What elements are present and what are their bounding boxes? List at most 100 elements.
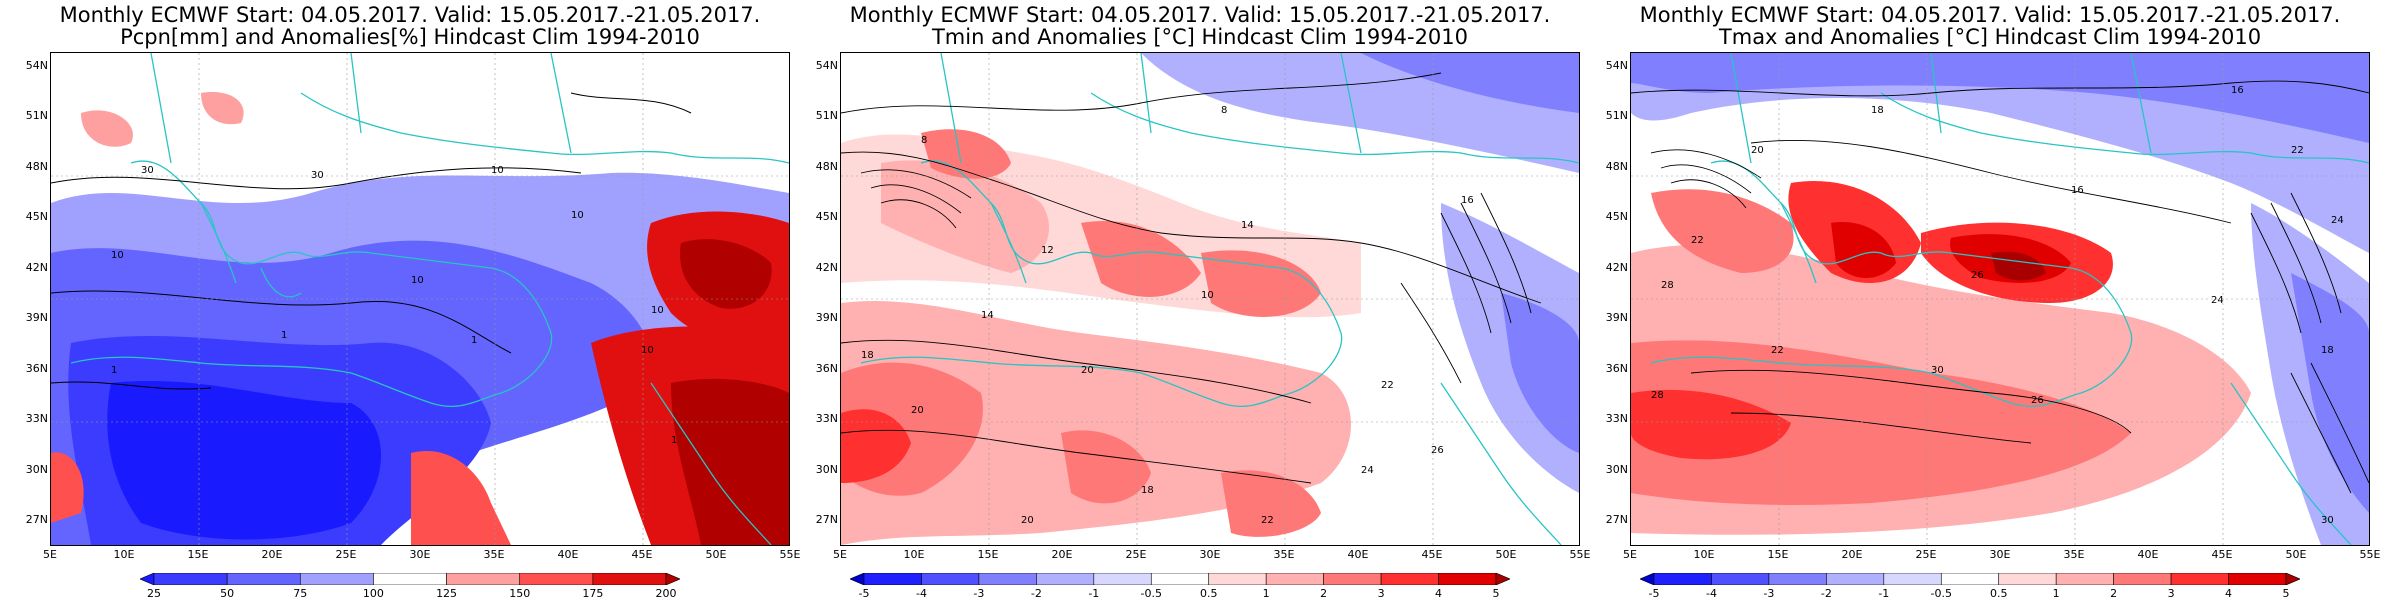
precip-contour-label: 10: [651, 305, 664, 316]
precip-contour-label: 30: [141, 165, 154, 176]
colorbar-segment: [1438, 573, 1497, 585]
tmin-contour-label: 20: [911, 405, 924, 416]
colorbar-label: 3: [2167, 587, 2175, 600]
tmax-contour-label: 30: [1931, 365, 1944, 376]
lon-tick-label: 45E: [631, 548, 653, 561]
colorbar-label: 150: [509, 587, 531, 600]
colorbar-segment: [140, 573, 155, 585]
colorbar-segment: [1208, 573, 1267, 585]
lon-tick-label: 30E: [409, 548, 431, 561]
lon-tick-label: 30E: [1989, 548, 2011, 561]
colorbar-segment: [1940, 573, 2000, 585]
lat-tick-label: 36N: [25, 361, 48, 375]
colorbar-segment: [1380, 573, 1439, 585]
colorbar-segment: [153, 573, 228, 585]
lat-tick-label: 27N: [815, 513, 838, 526]
tmax-contour-label: 18: [2321, 345, 2334, 356]
colorbar-segment: [2113, 573, 2172, 585]
colorbar-segment: [2285, 573, 2300, 585]
colorbar-label: -2: [1820, 587, 1832, 600]
lon-tick-label: 25E: [1125, 548, 1147, 561]
tmin-contour-label: 10: [1201, 290, 1214, 301]
colorbar-segment: [1768, 573, 1827, 585]
tmin-contour-label: 18: [861, 350, 874, 361]
colorbar-label: -1: [1878, 587, 1890, 600]
lon-tick-label: 55E: [2359, 548, 2381, 561]
lon-tick-label: 5E: [1623, 548, 1637, 561]
colorbar-segment: [1826, 573, 1885, 585]
colorbar-label: -5: [858, 587, 870, 600]
lat-tick-label: 54N: [1605, 59, 1628, 72]
colorbar-label: 2: [1320, 587, 1328, 600]
precip-contour-label: 1: [471, 335, 477, 346]
lon-tick-label: 10E: [113, 548, 135, 561]
tmax-contour-label: 24: [2211, 295, 2224, 306]
colorbar-label: 5: [2282, 587, 2290, 600]
lat-tick-label: 39N: [25, 311, 48, 325]
tmax-contour-label: 28: [1651, 390, 1664, 401]
colorbar-label: 4: [2225, 587, 2233, 600]
tmin-panel: Monthly ECMWF Start: 04.05.2017. Valid: …: [810, 0, 1591, 600]
precip-contour-label: 1: [111, 365, 117, 376]
colorbar-segment: [446, 573, 521, 585]
colorbar-segment: [850, 573, 865, 585]
lat-tick-label: 45N: [25, 210, 48, 224]
lon-tick-label: 35E: [1273, 548, 1295, 561]
lat-tick-label: 36N: [815, 361, 838, 375]
colorbar-segment: [1093, 573, 1152, 585]
colorbar-label: 1: [2052, 587, 2060, 600]
lon-tick-label: 45E: [2211, 548, 2233, 561]
lat-tick-label: 45N: [1605, 210, 1628, 224]
colorbar-label: 125: [436, 587, 458, 600]
lon-tick-label: 30E: [1199, 548, 1221, 561]
colorbar-segment: [1883, 573, 1942, 585]
colorbar-segment: [1711, 573, 1770, 585]
colorbar-segment: [1640, 573, 1655, 585]
lat-tick-label: 54N: [25, 59, 48, 72]
tmax-contour-label: 22: [1691, 235, 1704, 246]
precip-contour-label: 10: [111, 250, 124, 261]
lat-tick-label: 48N: [1605, 159, 1628, 173]
colorbar-label: -1: [1088, 587, 1100, 600]
lat-tick-label: 33N: [815, 412, 838, 426]
tmin-contour-label: 12: [1041, 245, 1054, 256]
lon-tick-label: 20E: [1051, 548, 1073, 561]
lat-tick-label: 27N: [25, 513, 48, 526]
tmax-contour-label: 28: [1661, 280, 1674, 291]
colorbar-segment: [1653, 573, 1712, 585]
tmin-title-line2: Tmin and Anomalies [°C] Hindcast Clim 19…: [931, 25, 1469, 49]
colorbar-label: 4: [1435, 587, 1443, 600]
tmax-contour-label: 22: [1771, 345, 1784, 356]
lat-tick-label: 42N: [1605, 260, 1628, 274]
colorbar-label: 1: [1262, 587, 1270, 600]
lat-tick-label: 51N: [1605, 109, 1628, 123]
lat-tick-label: 27N: [1605, 513, 1628, 526]
colorbar-label: 200: [655, 587, 677, 600]
colorbar-label: -4: [1705, 587, 1717, 600]
tmin-colorbar: [850, 573, 1510, 585]
colorbar-segment: [226, 573, 301, 585]
tmin-contour-label: 24: [1361, 465, 1374, 476]
lat-tick-label: 42N: [815, 260, 838, 274]
lon-tick-label: 50E: [2285, 548, 2307, 561]
tmax-panel: Monthly ECMWF Start: 04.05.2017. Valid: …: [1600, 0, 2381, 600]
colorbar-segment: [1265, 573, 1324, 585]
colorbar-label: -2: [1030, 587, 1042, 600]
colorbar-label: 25: [147, 587, 161, 600]
precip-contour-label: 30: [311, 170, 324, 181]
colorbar-label: 175: [582, 587, 604, 600]
tmin-title-line1: Monthly ECMWF Start: 04.05.2017. Valid: …: [849, 3, 1551, 27]
colorbar-label: -3: [973, 587, 985, 600]
colorbar-segment: [921, 573, 980, 585]
lat-tick-label: 30N: [25, 462, 48, 476]
lat-tick-label: 33N: [1605, 412, 1628, 426]
tmax-contour-label: 26: [2031, 395, 2044, 406]
lon-tick-label: 15E: [1767, 548, 1789, 561]
lat-tick-label: 33N: [25, 412, 48, 426]
precip-contour-label: 1: [671, 435, 677, 446]
tmin-contour-label: 8: [921, 135, 927, 146]
precip-title-line2: Pcpn[mm] and Anomalies[%] Hindcast Clim …: [120, 25, 700, 49]
tmax-contour-label: 16: [2071, 185, 2084, 196]
lon-tick-label: 35E: [2063, 548, 2085, 561]
tmax-contour-label: 16: [2231, 85, 2244, 96]
